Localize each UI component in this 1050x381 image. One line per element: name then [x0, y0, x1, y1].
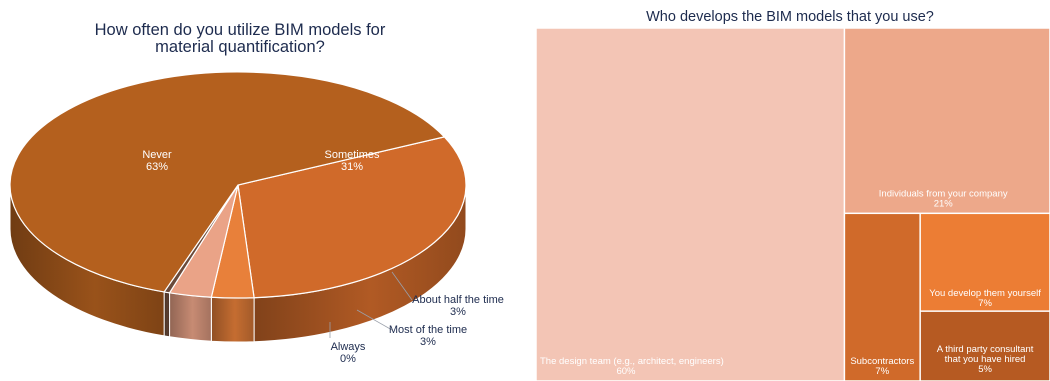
treemap-label-individuals-from-your-company: Individuals from your company 21%	[879, 188, 1008, 209]
pie-label-never: Never 63%	[142, 149, 172, 173]
treemap-tile-a-third-party-consultant-that-you-have-hired	[920, 311, 1050, 381]
pie-slice-never	[9, 71, 446, 293]
pie-title-line-2: material quantification?	[155, 38, 325, 56]
treemap-label-the-design-team-e-g-architect-engineers: The design team (e.g., architect, engine…	[540, 356, 724, 377]
treemap-label-a-third-party-consultant-that-you-have-hired-name: A third party consultant	[937, 344, 1034, 355]
pie-chart: Never 63%Sometimes 31%About half the time 3…	[9, 71, 504, 365]
pie-label-about-half-the-time: About half the time 3%	[412, 294, 504, 318]
treemap-chart: The design team (e.g., architect, engine…	[536, 28, 1050, 381]
treemap-label-the-design-team-e-g-architect-engineers-pct: 60%	[616, 366, 636, 377]
treemap-label-you-develop-them-yourself: You develop them yourself 7%	[929, 288, 1041, 309]
pie-label-most-of-the-time-line-1: 3%	[420, 336, 436, 348]
treemap-label-subcontractors: Subcontractors 7%	[850, 356, 914, 377]
pie-label-always-line-1: 0%	[340, 353, 356, 365]
treemap-tile-the-design-team-e-g-architect-engineers	[536, 28, 844, 381]
treemap-label-individuals-from-your-company-pct: 21%	[934, 198, 954, 209]
treemap-labels: The design team (e.g., architect, engine…	[540, 188, 1041, 377]
pie-chart-title: How often do you utilize BIM models for …	[40, 22, 440, 56]
pie-callout-line-most-of-the-time	[356, 309, 393, 331]
treemap-tile-you-develop-them-yourself	[920, 214, 1050, 311]
treemap-label-a-third-party-consultant-that-you-have-hired: A third party consultant that you have hi…	[937, 344, 1034, 375]
treemap-tile-subcontractors	[845, 214, 920, 381]
pie-slice-sometimes	[237, 136, 467, 299]
pie-label-most-of-the-time-line-0: Most of the time	[389, 324, 467, 336]
pie-chart-panel: How often do you utilize BIM models for …	[0, 0, 520, 381]
treemap-label-subcontractors-name: Subcontractors	[850, 356, 914, 367]
pie-title-line-1: How often do you utilize BIM models for	[94, 21, 386, 39]
treemap-title: Who develops the BIM models that you use…	[646, 9, 934, 25]
pie-label-about-half-the-time-line-0: About half the time	[412, 294, 504, 306]
treemap-label-individuals-from-your-company-name: Individuals from your company	[879, 188, 1008, 199]
pie-label-never-line-1: 63%	[146, 161, 168, 173]
pie-label-always-line-0: Always	[331, 341, 366, 353]
pie-label-most-of-the-time: Most of the time 3%	[389, 324, 467, 348]
treemap-label-the-design-team-e-g-architect-engineers-name: The design team (e.g., architect, engine…	[540, 356, 724, 367]
pie-side-walls	[9, 184, 467, 343]
pie-top-faces	[9, 71, 467, 299]
pie-label-sometimes: Sometimes 31%	[324, 149, 380, 173]
pie-labels: Never 63%Sometimes 31%About half the time 3…	[142, 149, 504, 365]
pie-label-never-line-0: Never	[142, 149, 172, 161]
treemap-label-a-third-party-consultant-that-you-have-hired-name-2: that you have hired	[945, 354, 1026, 365]
pie-side-most-of-the-time	[169, 292, 212, 342]
treemap-chart-panel: Who develops the BIM models that you use…	[530, 0, 1050, 381]
pie-side-about-half-the-time	[210, 296, 255, 343]
pie-label-sometimes-line-1: 31%	[341, 161, 363, 173]
pie-label-about-half-the-time-line-1: 3%	[450, 306, 466, 318]
treemap-label-subcontractors-pct: 7%	[875, 366, 889, 377]
pie-side-always	[163, 291, 171, 338]
pie-label-always: Always 0%	[331, 341, 366, 365]
pie-callout-line-about-half-the-time	[391, 271, 413, 301]
treemap-label-a-third-party-consultant-that-you-have-hired-pct: 5%	[978, 364, 992, 375]
treemap-label-you-develop-them-yourself-name: You develop them yourself	[929, 288, 1041, 299]
treemap-tile-individuals-from-your-company	[845, 28, 1050, 213]
pie-label-sometimes-line-0: Sometimes	[324, 149, 380, 161]
treemap-label-you-develop-them-yourself-pct: 7%	[978, 298, 992, 309]
